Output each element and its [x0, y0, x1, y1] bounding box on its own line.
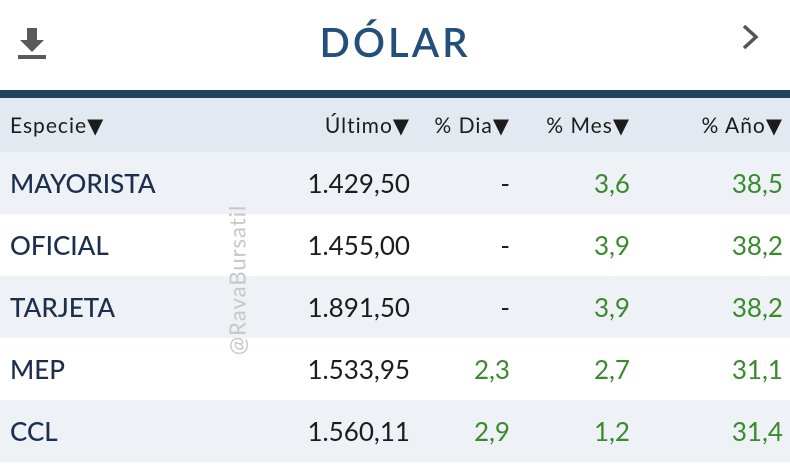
download-icon[interactable]: [16, 26, 50, 60]
cell-value: 31,1: [731, 353, 783, 385]
cell-value: 1.429,50: [307, 167, 410, 199]
cell-value: 2,9: [473, 415, 510, 447]
table-row: OFICIAL 1.455,00 - 3,9 38,2: [0, 214, 790, 276]
cell-value: -: [500, 229, 510, 261]
cell-value: 38,2: [731, 291, 783, 323]
next-icon[interactable]: [738, 22, 764, 52]
cell-value: 1.891,50: [307, 291, 410, 323]
cell-value: -: [500, 167, 510, 199]
cell-value: 1.533,95: [307, 353, 410, 385]
cell-value: 31,4: [731, 415, 783, 447]
column-header[interactable]: Último▼: [324, 112, 410, 138]
cell-value: 38,2: [731, 229, 783, 261]
row-name: MEP: [10, 353, 65, 385]
watermark: @RavaBursatil: [223, 204, 251, 356]
cell-value: 2,7: [593, 353, 630, 385]
cell-value: -: [500, 291, 510, 323]
cell-value: 3,9: [593, 291, 630, 323]
table-row: MEP 1.533,95 2,3 2,7 31,1: [0, 338, 790, 400]
column-header[interactable]: % Mes▼: [546, 112, 630, 138]
row-name: OFICIAL: [10, 229, 109, 261]
cell-value: 3,6: [593, 167, 630, 199]
cell-value: 1.455,00: [307, 229, 410, 261]
row-name: MAYORISTA: [10, 167, 156, 199]
cell-value: 38,5: [731, 167, 783, 199]
column-header[interactable]: % Dia▼: [434, 112, 510, 138]
column-header[interactable]: % Año▼: [701, 112, 783, 138]
table-row: CCL 1.560,11 2,9 1,2 31,4: [0, 400, 790, 462]
header: DÓLAR: [0, 0, 790, 90]
row-name: CCL: [10, 415, 58, 447]
cell-value: 2,3: [473, 353, 510, 385]
column-header[interactable]: Especie▼: [10, 112, 105, 138]
table-row: MAYORISTA 1.429,50 - 3,6 38,5: [0, 152, 790, 214]
cell-value: 1.560,11: [307, 415, 410, 447]
cell-value: 3,9: [593, 229, 630, 261]
cell-value: 1,2: [593, 415, 630, 447]
divider-bar: [0, 90, 790, 98]
row-name: TARJETA: [10, 291, 116, 323]
header-row: Especie▼ Último▼ % Dia▼ % Mes▼ % Año▼: [0, 98, 790, 152]
table-row: TARJETA 1.891,50 - 3,9 38,2: [0, 276, 790, 338]
title: DÓLAR: [319, 18, 471, 66]
